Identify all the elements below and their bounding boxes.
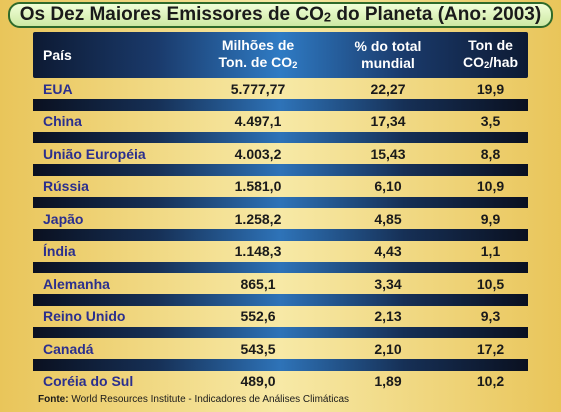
table-header: País Milhões de Ton. de CO2 % do total m… xyxy=(33,32,528,78)
cell-per-capita: 17,2 xyxy=(476,340,505,357)
cell-emissions: 4.497,1 xyxy=(234,113,282,129)
header-per-capita-prefix: CO xyxy=(462,53,484,70)
cell-country: Japão xyxy=(43,210,84,227)
header-per-capita-suffix: /hab xyxy=(489,53,519,70)
header-emissions-line2-text: Ton. de CO xyxy=(218,53,293,70)
cell-emissions: 552,6 xyxy=(240,308,276,324)
header-share: % do total mundial xyxy=(323,38,453,72)
title-subscript: 2 xyxy=(323,9,332,25)
source-note: Fonte: World Resources Institute - Indic… xyxy=(38,394,349,405)
header-per-capita: Ton de CO2/hab xyxy=(453,37,528,74)
cell-share: 1,89 xyxy=(374,373,402,389)
table-row: Coréia do Sul 489,0 1,89 10,2 xyxy=(33,371,528,392)
cell-country: Coréia do Sul xyxy=(43,373,134,389)
table-row: Índia 1.148,3 4,43 1,1 xyxy=(33,241,528,262)
title-prefix: Os Dez Maiores Emissores de CO xyxy=(19,4,324,25)
header-emissions-line1: Milhões de xyxy=(221,36,295,53)
header-share-line1: % do total xyxy=(354,38,422,54)
cell-emissions: 5.777,77 xyxy=(230,80,286,97)
cell-emissions: 543,5 xyxy=(240,340,276,357)
cell-country: Reino Unido xyxy=(43,308,126,324)
cell-per-capita: 8,8 xyxy=(480,145,501,162)
row-separator-band xyxy=(33,196,528,208)
cell-per-capita: 10,5 xyxy=(476,275,505,292)
cell-share: 22,27 xyxy=(370,80,406,97)
table-row: China 4.497,1 17,34 3,5 xyxy=(33,111,528,132)
table-row: Canadá 543,5 2,10 17,2 xyxy=(33,338,528,359)
cell-emissions: 4.003,2 xyxy=(234,145,282,162)
cell-per-capita: 1,1 xyxy=(480,243,501,259)
chart-title: Os Dez Maiores Emissores de CO2 do Plane… xyxy=(20,4,541,26)
cell-emissions: 865,1 xyxy=(240,275,276,292)
cell-emissions: 1.258,2 xyxy=(234,210,282,227)
cell-per-capita: 9,3 xyxy=(480,308,501,324)
cell-per-capita: 9,9 xyxy=(480,210,501,227)
cell-per-capita: 19,9 xyxy=(476,80,505,97)
cell-share: 2,10 xyxy=(374,340,402,357)
row-separator-band xyxy=(33,99,528,111)
table-body: EUA 5.777,77 22,27 19,9 China 4.497,1 17,34 3,5… xyxy=(33,78,528,392)
cell-country: EUA xyxy=(43,80,73,97)
header-emissions: Milhões de Ton. de CO2 xyxy=(193,37,323,74)
emissions-table: País Milhões de Ton. de CO2 % do total m… xyxy=(33,32,528,392)
header-emissions-line2: Ton. de CO2 xyxy=(193,54,323,74)
cell-share: 3,34 xyxy=(374,275,402,292)
cell-share: 15,43 xyxy=(370,145,406,162)
header-per-capita-line2: CO2/hab xyxy=(453,54,528,74)
cell-emissions: 1.148,3 xyxy=(234,243,282,259)
header-per-capita-line1: Ton de xyxy=(468,36,513,53)
cell-emissions: 1.581,0 xyxy=(234,178,282,194)
source-text: World Resources Institute - Indicadores … xyxy=(68,394,350,405)
row-separator-band xyxy=(33,229,528,241)
cell-emissions: 489,0 xyxy=(240,373,276,389)
source-label: Fonte: xyxy=(38,394,69,405)
cell-per-capita: 10,9 xyxy=(476,178,505,194)
row-separator-band xyxy=(33,131,528,143)
cell-country: Rússia xyxy=(43,178,89,194)
row-separator-band xyxy=(33,359,528,371)
title-suffix: do Planeta (Ano: 2003) xyxy=(331,4,542,25)
table-row: Reino Unido 552,6 2,13 9,3 xyxy=(33,306,528,327)
cell-share: 6,10 xyxy=(374,178,402,194)
header-emissions-sub: 2 xyxy=(292,59,298,71)
table-row: Rússia 1.581,0 6,10 10,9 xyxy=(33,176,528,197)
cell-country: União Européia xyxy=(43,145,146,162)
row-separator-band xyxy=(33,326,528,338)
cell-share: 17,34 xyxy=(370,113,406,129)
cell-country: Alemanha xyxy=(43,275,110,292)
row-separator-band xyxy=(33,294,528,306)
header-per-capita-sub: 2 xyxy=(483,59,490,71)
cell-per-capita: 3,5 xyxy=(480,113,501,129)
table-row: EUA 5.777,77 22,27 19,9 xyxy=(33,78,528,99)
table-row: Japão 1.258,2 4,85 9,9 xyxy=(33,208,528,229)
cell-per-capita: 10,2 xyxy=(476,373,505,389)
table-row: União Européia 4.003,2 15,43 8,8 xyxy=(33,143,528,164)
chart-title-bar: Os Dez Maiores Emissores de CO2 do Plane… xyxy=(8,2,553,28)
cell-share: 2,13 xyxy=(374,308,402,324)
cell-share: 4,85 xyxy=(374,210,402,227)
table-row: Alemanha 865,1 3,34 10,5 xyxy=(33,273,528,294)
cell-country: Índia xyxy=(43,243,76,259)
cell-country: China xyxy=(43,113,82,129)
row-separator-band xyxy=(33,164,528,176)
cell-country: Canadá xyxy=(43,340,94,357)
row-separator-band xyxy=(33,261,528,273)
header-share-line2: mundial xyxy=(361,55,415,71)
cell-share: 4,43 xyxy=(374,243,402,259)
header-country: País xyxy=(43,46,72,63)
